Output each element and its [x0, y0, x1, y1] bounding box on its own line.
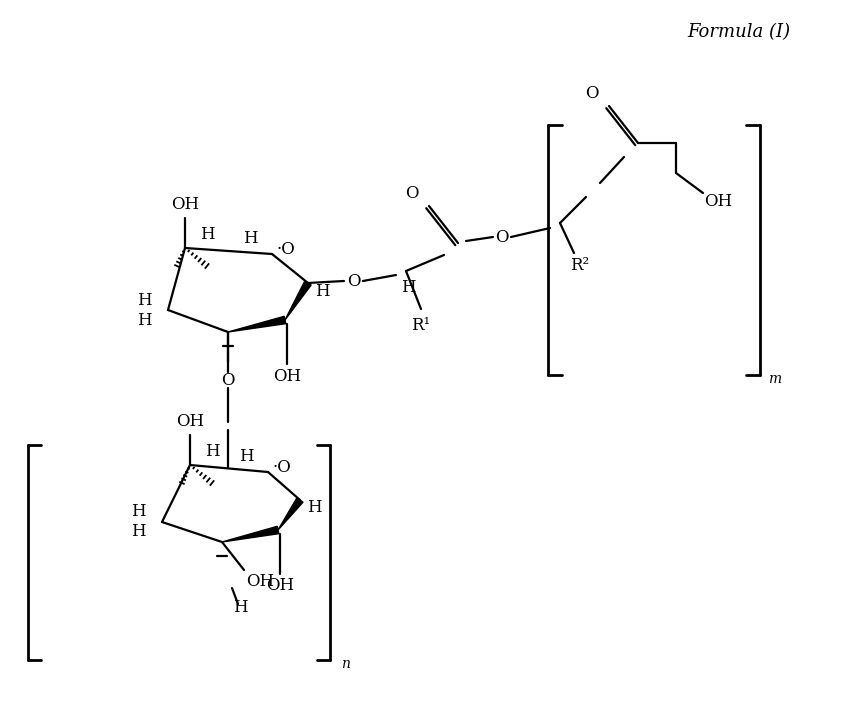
- Text: H: H: [199, 225, 214, 243]
- Text: O: O: [585, 84, 599, 102]
- Text: ·O: ·O: [277, 240, 296, 258]
- Text: H: H: [307, 500, 321, 516]
- Text: H: H: [239, 448, 253, 464]
- Text: H: H: [130, 503, 145, 521]
- Text: H: H: [243, 230, 257, 246]
- Text: Formula (I): Formula (I): [687, 23, 790, 41]
- Polygon shape: [228, 316, 286, 332]
- Text: O: O: [221, 372, 235, 389]
- Text: OH: OH: [176, 413, 204, 430]
- Text: H: H: [130, 523, 145, 541]
- Text: H: H: [400, 279, 415, 295]
- Text: H: H: [233, 600, 247, 616]
- Text: H: H: [315, 282, 330, 300]
- Polygon shape: [222, 526, 278, 542]
- Text: OH: OH: [273, 367, 301, 384]
- Polygon shape: [285, 281, 311, 320]
- Text: OH: OH: [246, 574, 274, 590]
- Text: OH: OH: [704, 192, 732, 210]
- Text: H: H: [137, 312, 151, 328]
- Text: OH: OH: [266, 577, 294, 595]
- Text: R²: R²: [570, 256, 590, 274]
- Text: O: O: [405, 184, 419, 202]
- Text: ·O: ·O: [273, 459, 292, 475]
- Text: n: n: [341, 657, 350, 671]
- Text: OH: OH: [171, 196, 199, 212]
- Text: m: m: [769, 372, 781, 386]
- Text: O: O: [495, 228, 509, 246]
- Polygon shape: [278, 498, 303, 530]
- Text: R¹: R¹: [411, 317, 431, 333]
- Text: H: H: [204, 443, 220, 459]
- Text: O: O: [347, 272, 361, 289]
- Text: H: H: [137, 292, 151, 308]
